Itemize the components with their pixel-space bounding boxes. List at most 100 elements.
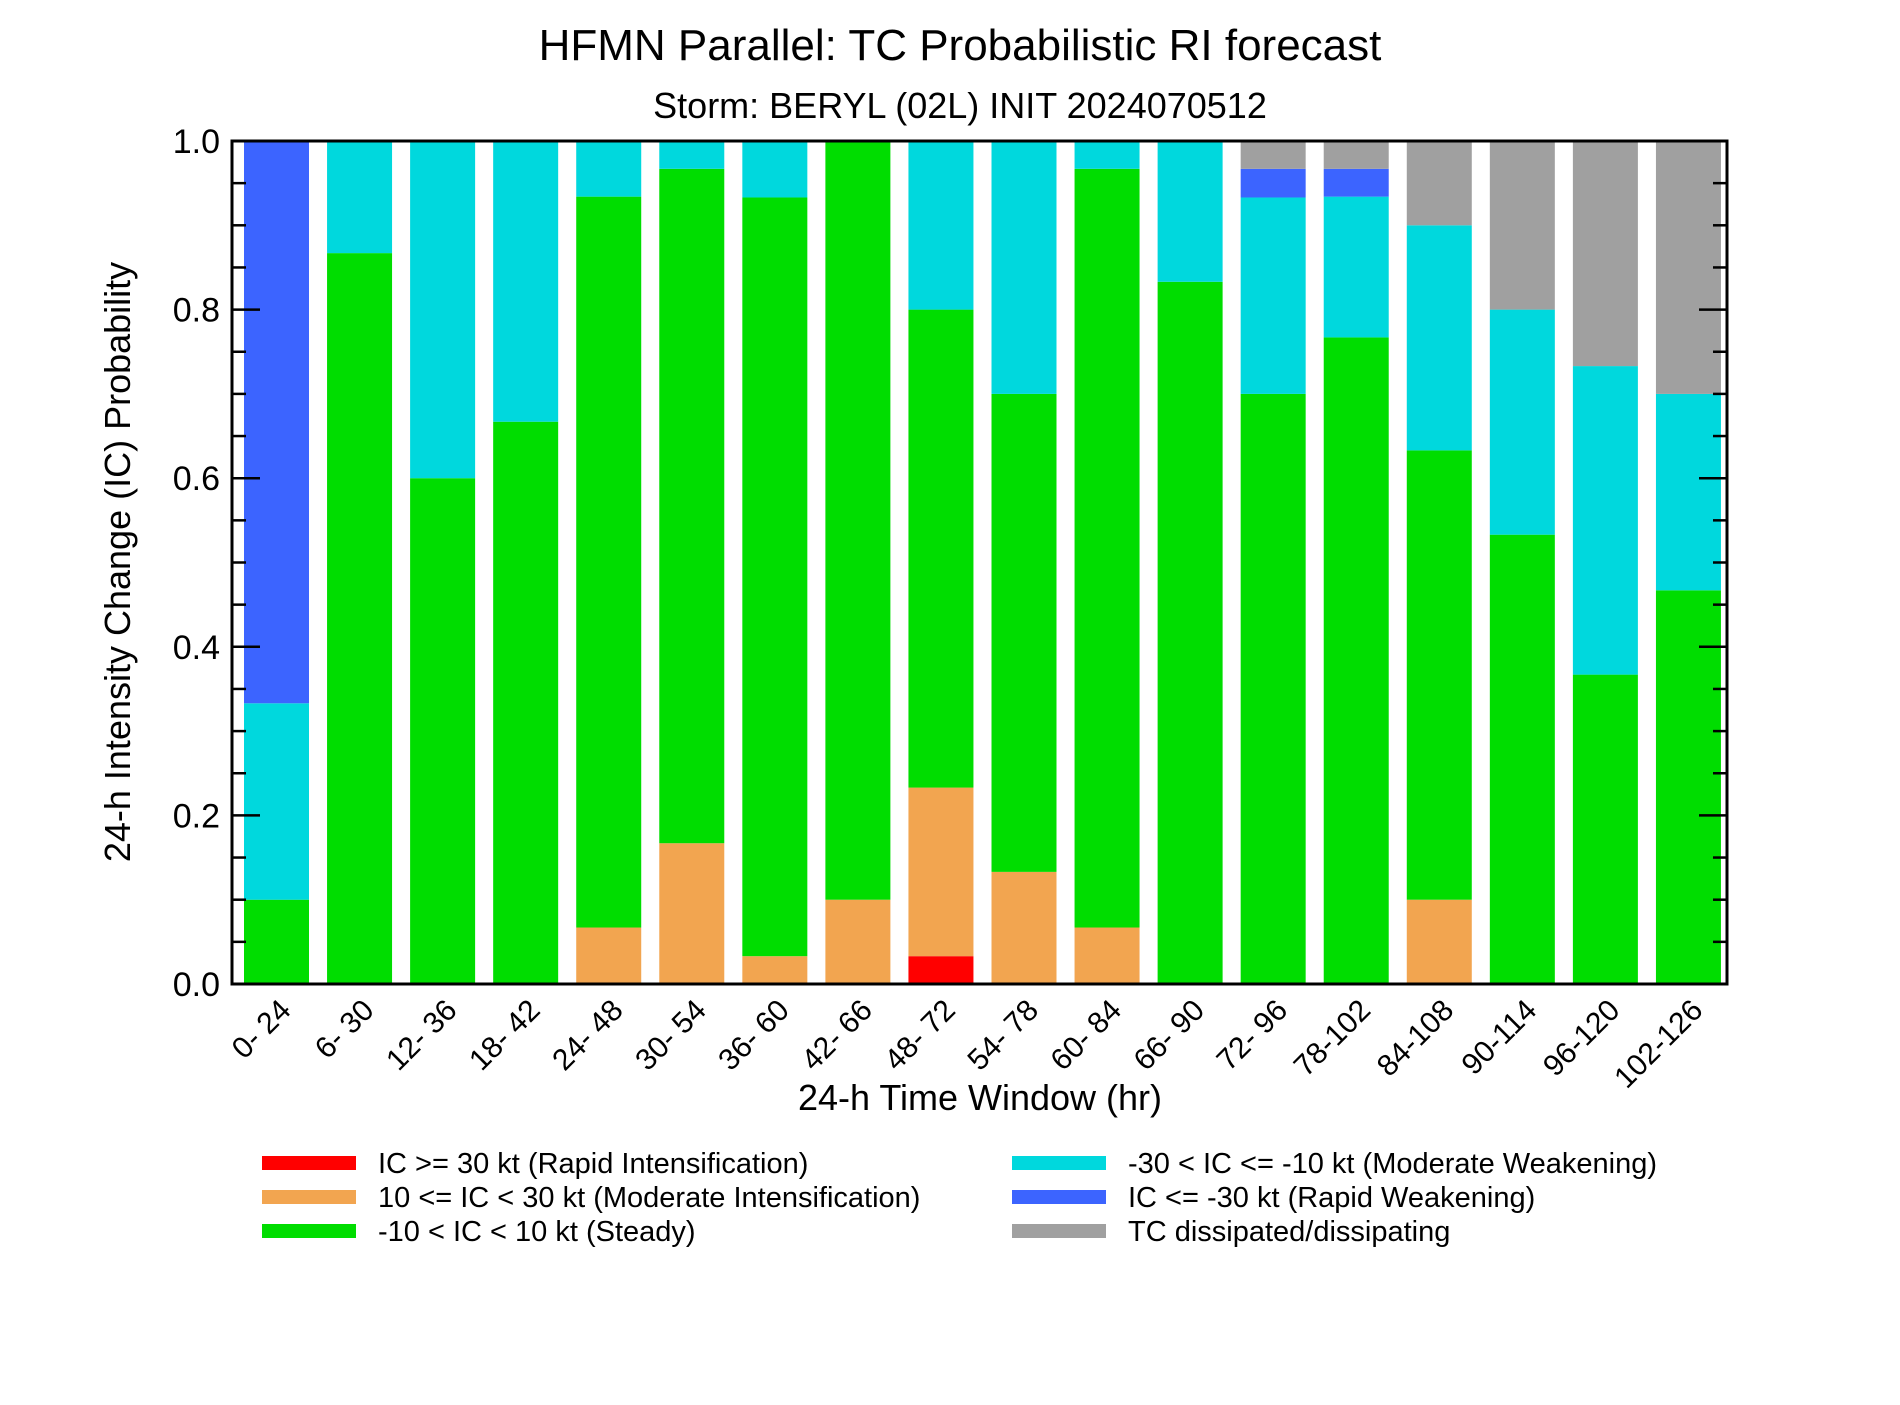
bar-segment <box>410 478 476 984</box>
bar-stack <box>1572 141 1638 984</box>
x-tick-label: 84-108 <box>1371 994 1460 1083</box>
bar-segment <box>991 871 1057 984</box>
x-axis-label: 24-h Time Window (hr) <box>798 1077 1162 1118</box>
bar-segment <box>742 197 808 957</box>
legend-item: TC dissipated/dissipating <box>1012 1216 1450 1248</box>
bar-segment <box>908 787 974 957</box>
bar-stack <box>244 141 309 984</box>
bar-segment <box>410 141 476 479</box>
x-tick-label: 102-126 <box>1608 994 1709 1095</box>
legend-swatch <box>262 1224 356 1238</box>
bar-stack <box>327 141 393 984</box>
bar-stack <box>991 141 1057 984</box>
bar-segment <box>1489 309 1555 535</box>
bar-stack <box>659 141 725 984</box>
legend-item: -10 < IC < 10 kt (Steady) <box>262 1216 696 1248</box>
bar-segment <box>327 253 393 984</box>
bar-segment <box>1655 590 1721 984</box>
legend-label: IC >= 30 kt (Rapid Intensification) <box>378 1148 808 1180</box>
bar-segment <box>244 141 309 704</box>
legend-swatch <box>1012 1224 1106 1238</box>
y-tick-label: 0.2 <box>173 797 220 835</box>
bar-segment <box>1406 450 1472 900</box>
legend-label: -30 < IC <= -10 kt (Moderate Weakening) <box>1128 1148 1657 1180</box>
x-tick-label: 18- 42 <box>463 994 546 1077</box>
bar-segment <box>1323 168 1389 197</box>
bar-stack <box>1489 141 1555 984</box>
bar-stack <box>1240 141 1306 984</box>
x-tick-label: 90-114 <box>1455 994 1543 1082</box>
bar-segment <box>908 309 974 788</box>
y-tick-label: 1.0 <box>173 123 220 161</box>
bar-segment <box>1406 141 1472 226</box>
chart-title: HFMN Parallel: TC Probabilistic RI forec… <box>539 21 1382 70</box>
bar-segment <box>1074 141 1140 169</box>
bar-segment <box>908 141 974 310</box>
y-tick-label: 0.0 <box>173 966 220 1004</box>
x-tick-label: 30- 54 <box>629 994 712 1077</box>
y-axis-tick-labels: 0.0 0.2 0.4 0.6 0.8 1.0 <box>173 123 220 1004</box>
bar-segment <box>1157 141 1223 282</box>
bar-segment <box>1655 141 1721 394</box>
legend: IC >= 30 kt (Rapid Intensification)10 <=… <box>262 1148 1657 1248</box>
y-tick-label: 0.8 <box>173 292 220 330</box>
legend-label: TC dissipated/dissipating <box>1128 1216 1450 1248</box>
bar-segment <box>825 141 891 900</box>
bar-segment <box>1406 899 1472 984</box>
chart-subtitle: Storm: BERYL (02L) INIT 2024070512 <box>653 85 1267 126</box>
bar-segment <box>659 168 725 844</box>
bar-segment <box>1572 366 1638 675</box>
bar-segment <box>244 703 309 900</box>
bar-segment <box>1323 196 1389 338</box>
y-tick-label: 0.6 <box>173 460 220 498</box>
bars-layer <box>244 141 1721 984</box>
bar-segment <box>576 927 642 984</box>
x-tick-label: 6- 30 <box>309 994 381 1066</box>
bar-segment <box>1323 337 1389 984</box>
bar-segment <box>327 141 393 254</box>
legend-swatch <box>262 1190 356 1204</box>
legend-label: IC <= -30 kt (Rapid Weakening) <box>1128 1182 1535 1214</box>
bar-stack <box>908 141 974 984</box>
bar-segment <box>1655 393 1721 591</box>
bar-stack <box>493 141 559 984</box>
bar-segment <box>908 956 974 984</box>
bar-segment <box>991 393 1057 872</box>
x-tick-label: 42- 66 <box>795 994 878 1077</box>
bar-stack <box>1074 141 1140 984</box>
bar-segment <box>825 899 891 984</box>
bar-segment <box>1074 927 1140 984</box>
y-tick-label: 0.4 <box>173 629 220 667</box>
x-tick-label: 72- 96 <box>1211 994 1294 1077</box>
bar-segment <box>1489 534 1555 984</box>
bar-segment <box>1074 168 1140 928</box>
bar-stack <box>742 141 808 984</box>
bar-stack <box>576 141 642 984</box>
x-tick-label: 54- 78 <box>961 994 1044 1077</box>
bar-segment <box>1240 393 1306 984</box>
bar-stack <box>1406 141 1472 984</box>
bar-segment <box>1240 168 1306 198</box>
bar-segment <box>659 141 725 169</box>
bar-segment <box>1406 225 1472 451</box>
legend-swatch <box>1012 1190 1106 1204</box>
legend-swatch <box>262 1156 356 1170</box>
bar-segment <box>576 196 642 928</box>
legend-item: -30 < IC <= -10 kt (Moderate Weakening) <box>1012 1148 1657 1180</box>
legend-item: 10 <= IC < 30 kt (Moderate Intensificati… <box>262 1182 920 1214</box>
bar-segment <box>1157 281 1223 984</box>
bar-segment <box>659 843 725 984</box>
bar-segment <box>493 421 559 984</box>
legend-swatch <box>1012 1156 1106 1170</box>
x-tick-label: 78-102 <box>1288 994 1377 1083</box>
x-tick-label: 60- 84 <box>1045 994 1128 1077</box>
y-axis-label: 24-h Intensity Change (IC) Probability <box>97 262 138 862</box>
bar-segment <box>1572 141 1638 367</box>
bar-segment <box>991 141 1057 394</box>
ticks-layer <box>232 139 1727 986</box>
legend-label: -10 < IC < 10 kt (Steady) <box>378 1216 696 1248</box>
bar-stack <box>1323 141 1389 984</box>
bar-stack <box>825 141 891 984</box>
